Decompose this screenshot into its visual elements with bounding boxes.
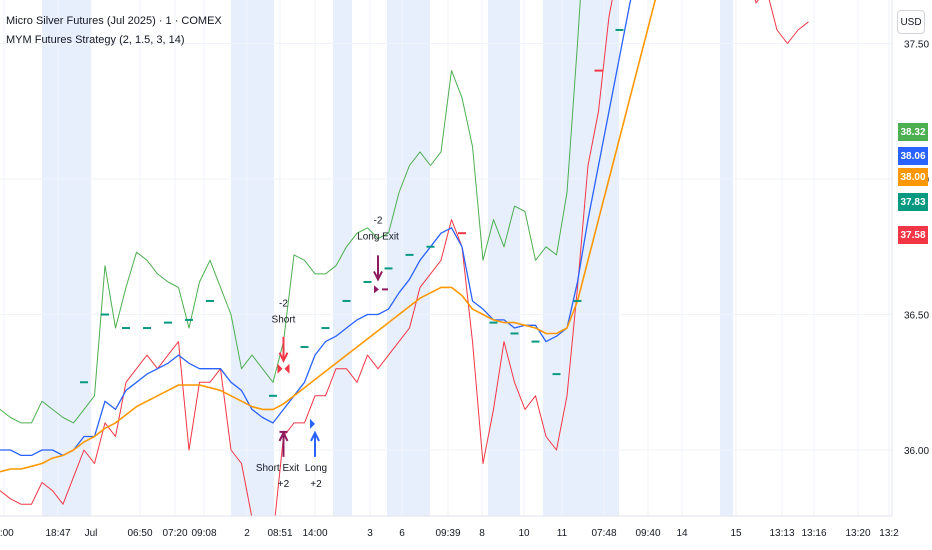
session-band (333, 0, 352, 516)
session-band (488, 0, 520, 516)
stop-markers (80, 28, 624, 397)
session-band (231, 0, 274, 516)
time-tick-label: 08:51 (267, 528, 292, 539)
time-tick-label: 15 (730, 528, 742, 539)
long-exit-arrow (373, 255, 383, 282)
time-axis: 2:00 18:47 Jul 06:50 07:20 09:08 2 08:51 14:00 3 6… (0, 515, 932, 550)
currency-button[interactable]: USD (897, 10, 925, 34)
price-tick-label: 36.00 (904, 446, 929, 457)
time-tick-label: 14:00 (302, 528, 327, 539)
long-exit-qty: -2 (374, 215, 383, 226)
chart-legend: Micro Silver Futures (Jul 2025) · 1 · CO… (6, 12, 222, 50)
session-shading (42, 0, 733, 516)
long-entry-label: Long (305, 463, 327, 474)
time-tick-label: 13:2 (879, 528, 899, 539)
time-tick-label: 10 (518, 528, 530, 539)
short-entry-arrow (278, 336, 289, 363)
indicator-lines (0, 0, 809, 538)
short-entry-flag (277, 363, 290, 374)
short-entry-label: Short (272, 315, 296, 326)
price-badge: 38.06 (898, 147, 928, 165)
time-tick-label: 8 (479, 528, 485, 539)
time-tick-label: 11 (557, 528, 568, 539)
time-tick-label: 13:13 (769, 528, 794, 539)
short-exit-arrow (278, 430, 289, 457)
session-band (387, 0, 430, 516)
time-tick-label: 3 (367, 528, 373, 539)
time-tick-label: 18:47 (45, 528, 70, 539)
short-exit-qty: +2 (278, 479, 290, 490)
time-tick-label: 09:39 (435, 528, 460, 539)
time-tick-label: 07:20 (162, 528, 187, 539)
time-tick-label: 2:00 (0, 528, 14, 539)
time-tick-label: 6 (399, 528, 405, 539)
long-exit-flag (374, 285, 379, 294)
grid-lines (0, 0, 892, 516)
price-axis-background (892, 0, 932, 550)
price-badge: 37.83 (898, 193, 928, 211)
price-tick-label: 37.50 (904, 40, 929, 51)
long-entry-arrow (310, 430, 320, 457)
time-tick-label: 07:48 (591, 528, 616, 539)
symbol-title[interactable]: Micro Silver Futures (Jul 2025) · 1 · CO… (6, 15, 222, 27)
time-tick-label: 09:08 (191, 528, 216, 539)
lower-line (0, 0, 809, 538)
time-tick-label: 13:16 (801, 528, 826, 539)
time-axis-background (0, 516, 932, 550)
fast-line (0, 0, 632, 457)
price-badge: 38.00 (898, 168, 928, 186)
time-tick-label: 09:40 (635, 528, 660, 539)
session-band (720, 0, 733, 516)
long-exit-label: Long Exit (357, 231, 399, 242)
price-badge: 38.32 (898, 123, 928, 141)
time-tick-label: 06:50 (127, 528, 152, 539)
price-badge: 37.58 (898, 226, 928, 244)
short-exit-label: Short Exit (256, 463, 300, 474)
trade-markers: -2 Short Short Exit +2 Long +2 -2 Long Exit (256, 215, 399, 490)
session-band (42, 0, 91, 516)
long-entry-flag (310, 418, 315, 429)
short-entry-qty: -2 (279, 299, 288, 310)
price-tick-label: 36.50 (904, 311, 929, 322)
strategy-title[interactable]: MYM Futures Strategy (2, 1.5, 3, 14) (6, 34, 185, 46)
upper-line (0, 0, 581, 424)
slow-line (0, 0, 657, 473)
time-tick-label: Jul (85, 528, 98, 539)
long-entry-qty: +2 (310, 479, 322, 490)
time-tick-label: 2 (244, 528, 250, 539)
time-tick-label: 13:20 (845, 528, 870, 539)
time-tick-label: 14 (676, 528, 688, 539)
